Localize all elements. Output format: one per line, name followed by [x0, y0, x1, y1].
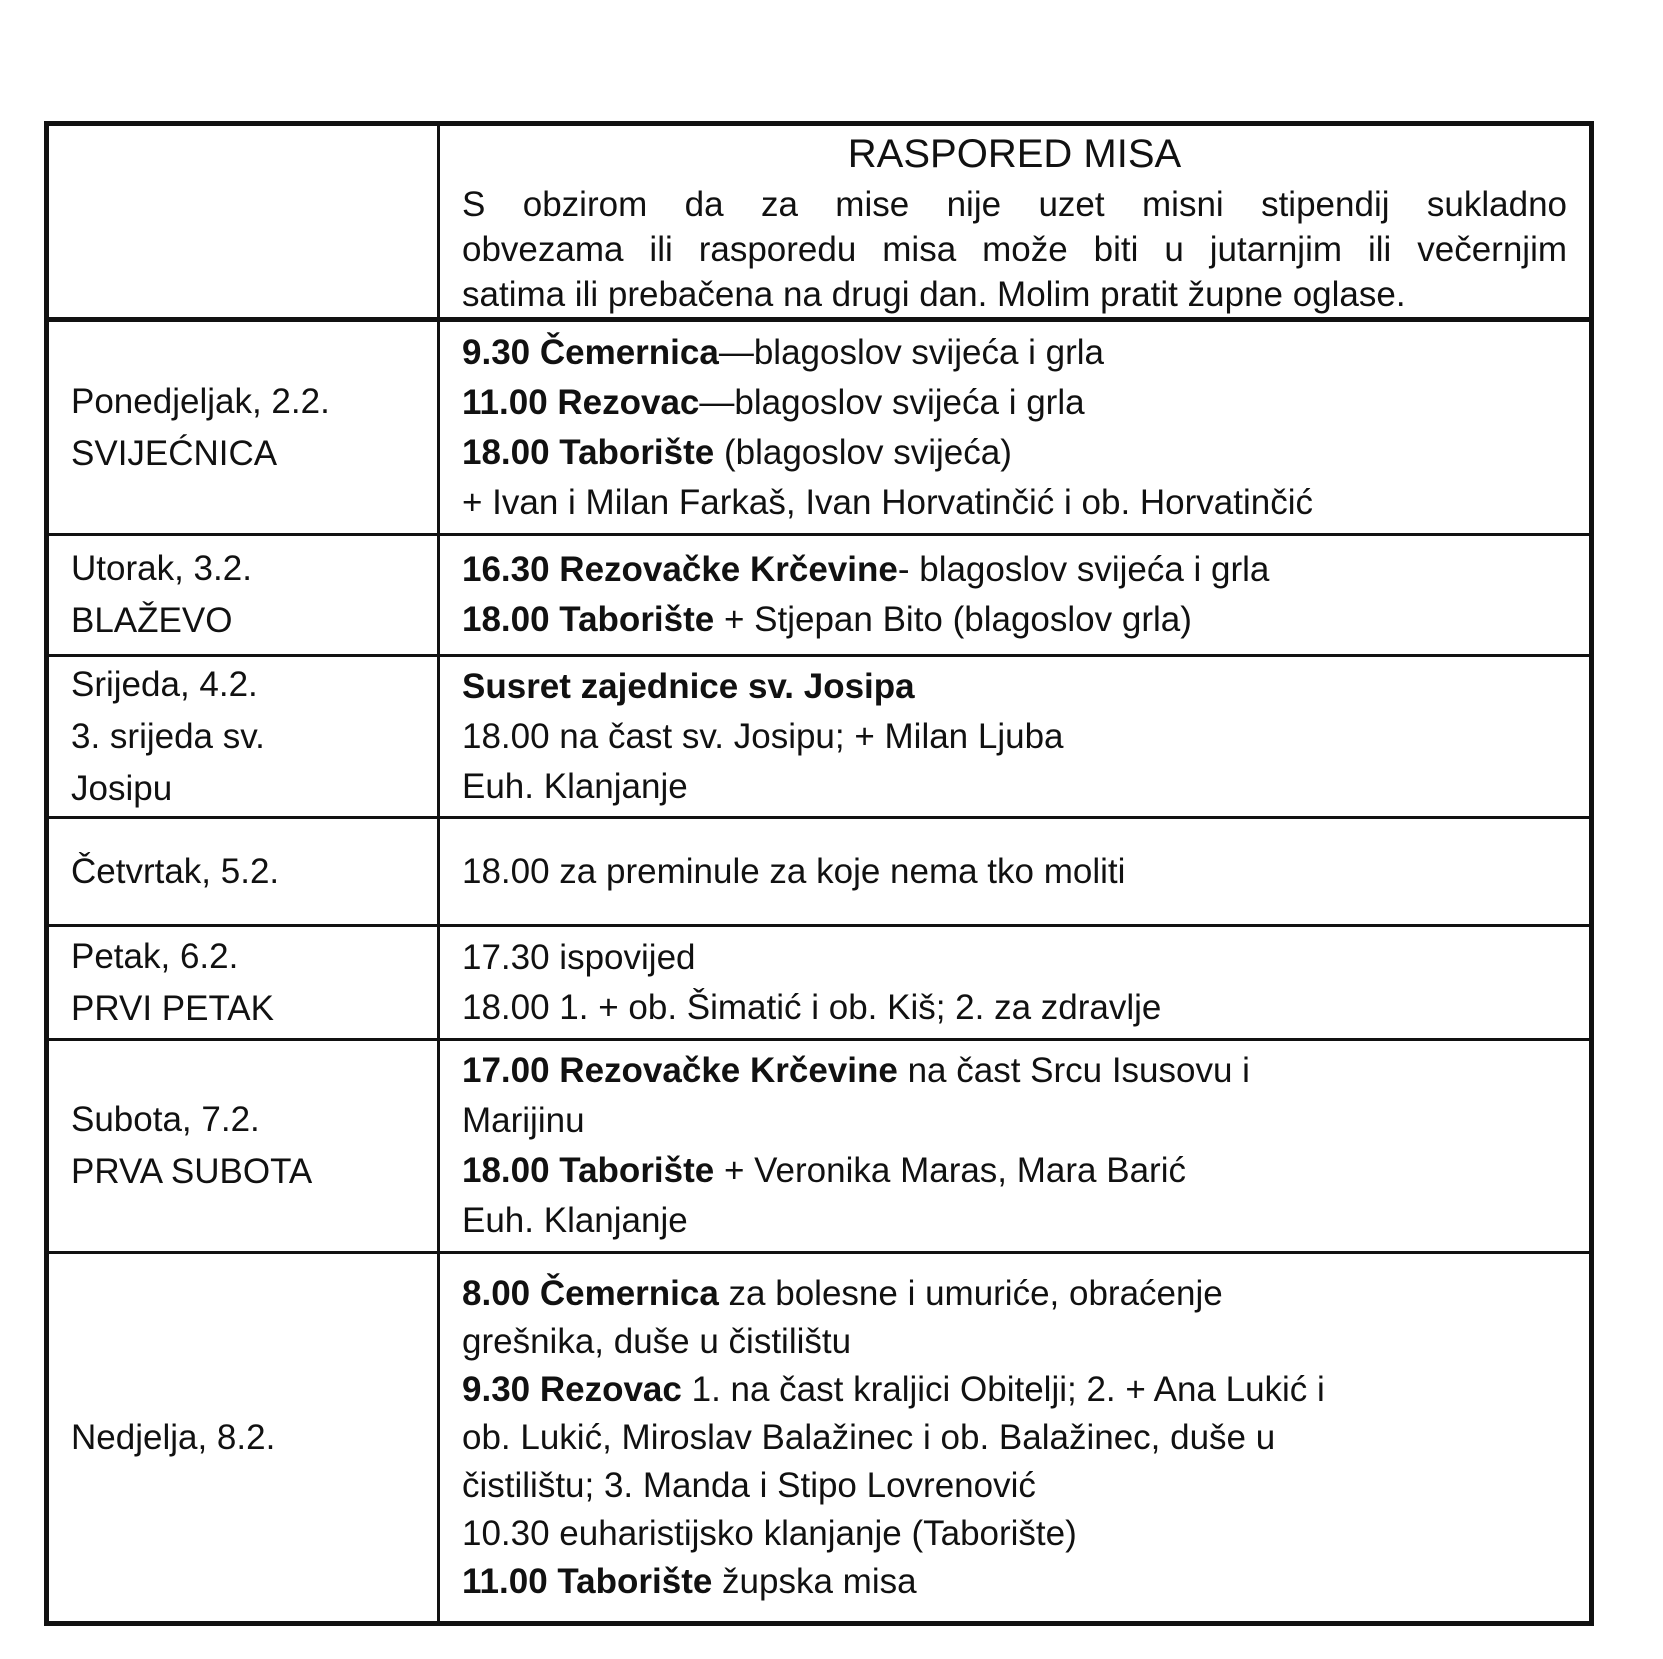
day-label: Srijeda, 4.2.: [71, 664, 258, 704]
mass-intention: za bolesne i umuriće, obraćenje: [718, 1273, 1223, 1313]
day-label: Nedjelja, 8.2.: [71, 1417, 276, 1457]
mass-intention: 1. na čast kraljici Obitelji; 2. + Ana L…: [681, 1369, 1325, 1409]
mass-intention: na čast Srcu Isusovu i: [897, 1051, 1250, 1090]
mass-time-place: 11.00 Rezovac: [462, 382, 700, 422]
day-label: Josipu: [71, 768, 173, 808]
day-cell: Nedjelja, 8.2.: [45, 1251, 440, 1625]
mass-time-place: 8.00 Čemernica: [462, 1273, 719, 1313]
day-label: Subota, 7.2.: [71, 1100, 260, 1139]
mass-line: 18.00 na čast sv. Josipu; + Milan Ljuba: [462, 712, 1567, 762]
mass-line: Marijinu: [462, 1096, 1567, 1146]
mass-intention: 17.30 ispovijed: [462, 937, 696, 977]
day-label: PRVA SUBOTA: [71, 1152, 313, 1191]
mass-line: Susret zajednice sv. Josipa: [462, 662, 1567, 712]
mass-intention: 10.30 euharistijsko klanjanje (Taborište…: [462, 1513, 1077, 1553]
mass-line: + Ivan i Milan Farkaš, Ivan Horvatinčić …: [462, 478, 1567, 528]
header-cell: RASPORED MISA S obzirom da za mise nije …: [437, 122, 1593, 322]
mass-line: 10.30 euharistijsko klanjanje (Taborište…: [462, 1510, 1567, 1558]
schedule-row: Nedjelja, 8.2. 8.00 Čemernica za bolesne …: [45, 1251, 1593, 1625]
mass-cell: 16.30 Rezovačke Krčevine- blagoslov svij…: [437, 533, 1593, 657]
mass-time-place: 18.00 Taborište: [462, 432, 715, 472]
mass-cell: Susret zajednice sv. Josipa 18.00 na čast…: [437, 654, 1593, 819]
mass-cell: 17.00 Rezovačke Krčevine na čast Srcu Is…: [437, 1038, 1593, 1254]
mass-line: 8.00 Čemernica za bolesne i umuriće, obr…: [462, 1270, 1567, 1318]
mass-time-place: Susret zajednice sv. Josipa: [462, 666, 915, 706]
schedule-row: Subota, 7.2. PRVA SUBOTA 17.00 Rezovačke K…: [45, 1038, 1593, 1254]
mass-line: 17.00 Rezovačke Krčevine na čast Srcu Is…: [462, 1046, 1567, 1096]
mass-schedule-table: RASPORED MISA S obzirom da za mise nije …: [44, 121, 1594, 1626]
mass-line: 11.00 Taborište župska misa: [462, 1558, 1567, 1606]
mass-line: grešnika, duše u čistilištu: [462, 1318, 1567, 1366]
day-label: 3. srijeda sv.: [71, 716, 265, 756]
mass-intention: ob. Lukić, Miroslav Balažinec i ob. Bala…: [462, 1417, 1276, 1457]
mass-line: 11.00 Rezovac—blagoslov svijeća i grla: [462, 378, 1567, 428]
mass-line: Euh. Klanjanje: [462, 762, 1567, 812]
mass-intention: + Ivan i Milan Farkaš, Ivan Horvatinčić …: [462, 482, 1314, 522]
mass-time-place: 9.30 Čemernica: [462, 332, 719, 372]
mass-intention: + Stjepan Bito (blagoslov grla): [714, 600, 1192, 639]
schedule-row: Utorak, 3.2. BLAŽEVO 16.30 Rezovačke Krčev…: [45, 533, 1593, 657]
mass-intention: - blagoslov svijeća i grla: [897, 550, 1270, 589]
day-cell: Utorak, 3.2. BLAŽEVO: [45, 533, 440, 657]
mass-time-place: 17.00 Rezovačke Krčevine: [462, 1051, 898, 1090]
mass-cell: 17.30 ispovijed 18.00 1. + ob. Šimatić i …: [437, 924, 1593, 1041]
mass-cell: 9.30 Čemernica—blagoslov svijeća i grla 1…: [437, 318, 1593, 536]
mass-line: 18.00 Taborište + Veronika Maras, Mara B…: [462, 1146, 1567, 1196]
mass-intention: župska misa: [712, 1561, 917, 1601]
mass-time-place: 11.00 Taborište: [462, 1561, 713, 1601]
mass-intention: čistilištu; 3. Manda i Stipo Lovrenović: [462, 1465, 1036, 1505]
mass-cell: 8.00 Čemernica za bolesne i umuriće, obr…: [437, 1251, 1593, 1625]
day-cell: Subota, 7.2. PRVA SUBOTA: [45, 1038, 440, 1254]
header-row: RASPORED MISA S obzirom da za mise nije …: [45, 122, 1593, 322]
mass-time-place: 18.00 Taborište: [462, 1151, 715, 1190]
header-empty-cell: [45, 122, 440, 322]
schedule-row: Četvrtak, 5.2. 18.00 za preminule za koje…: [45, 816, 1593, 927]
mass-time-place: 18.00 Taborište: [462, 600, 715, 639]
schedule-row: Petak, 6.2. PRVI PETAK 17.30 ispovijed 18.0…: [45, 924, 1593, 1041]
mass-intention: grešnika, duše u čistilištu: [462, 1321, 852, 1361]
mass-line: 18.00 1. + ob. Šimatić i ob. Kiš; 2. za …: [462, 983, 1567, 1033]
mass-cell: 18.00 za preminule za koje nema tko moli…: [437, 816, 1593, 927]
mass-intention: + Veronika Maras, Mara Barić: [714, 1151, 1186, 1190]
mass-line: ob. Lukić, Miroslav Balažinec i ob. Bala…: [462, 1414, 1567, 1462]
day-label: BLAŽEVO: [71, 601, 233, 640]
mass-line: 18.00 Taborište + Stjepan Bito (blagoslo…: [462, 595, 1567, 645]
mass-time-place: 9.30 Rezovac: [462, 1369, 682, 1409]
mass-intention: (blagoslov svijeća): [714, 432, 1012, 472]
mass-intention: Euh. Klanjanje: [462, 1201, 688, 1240]
day-label: Ponedjeljak, 2.2.: [71, 381, 330, 421]
mass-line: 9.30 Rezovac 1. na čast kraljici Obitelj…: [462, 1366, 1567, 1414]
day-label: Petak, 6.2.: [71, 936, 239, 976]
mass-intention: —blagoslov svijeća i grla: [718, 332, 1104, 372]
day-label: Utorak, 3.2.: [71, 549, 252, 588]
intro-line: satima ili prebačena na drugi dan. Molim…: [462, 275, 1406, 314]
mass-line: 16.30 Rezovačke Krčevine- blagoslov svij…: [462, 545, 1567, 595]
mass-line: 18.00 Taborište (blagoslov svijeća): [462, 428, 1567, 478]
schedule-row: Srijeda, 4.2. 3. srijeda sv. Josipu Susret …: [45, 654, 1593, 819]
schedule-row: Ponedjeljak, 2.2. SVIJEĆNICA 9.30 Čemernic…: [45, 318, 1593, 536]
day-label: PRVI PETAK: [71, 988, 274, 1028]
mass-intention: 18.00 na čast sv. Josipu; + Milan Ljuba: [462, 716, 1064, 756]
mass-line: 18.00 za preminule za koje nema tko moli…: [462, 847, 1567, 897]
mass-time-place: 16.30 Rezovačke Krčevine: [462, 550, 898, 589]
mass-intention: Marijinu: [462, 1101, 585, 1140]
mass-line: 17.30 ispovijed: [462, 933, 1567, 983]
day-label: SVIJEĆNICA: [71, 433, 278, 473]
mass-line: 9.30 Čemernica—blagoslov svijeća i grla: [462, 328, 1567, 378]
intro-line: S obzirom da za mise nije uzet misni sti…: [462, 185, 1567, 224]
mass-line: čistilištu; 3. Manda i Stipo Lovrenović: [462, 1462, 1567, 1510]
mass-intention: —blagoslov svijeća i grla: [699, 382, 1085, 422]
day-cell: Petak, 6.2. PRVI PETAK: [45, 924, 440, 1041]
day-cell: Ponedjeljak, 2.2. SVIJEĆNICA: [45, 318, 440, 536]
mass-intention: 18.00 1. + ob. Šimatić i ob. Kiš; 2. za …: [462, 987, 1162, 1027]
intro-line: obvezama ili rasporedu misa može biti u …: [462, 230, 1567, 269]
day-cell: Srijeda, 4.2. 3. srijeda sv. Josipu: [45, 654, 440, 819]
day-label: Četvrtak, 5.2.: [71, 851, 280, 891]
mass-intention: Euh. Klanjanje: [462, 766, 688, 806]
mass-intention: 18.00 za preminule za koje nema tko moli…: [462, 851, 1126, 891]
schedule-title: RASPORED MISA: [847, 132, 1182, 176]
mass-line: Euh. Klanjanje: [462, 1196, 1567, 1246]
day-cell: Četvrtak, 5.2.: [45, 816, 440, 927]
